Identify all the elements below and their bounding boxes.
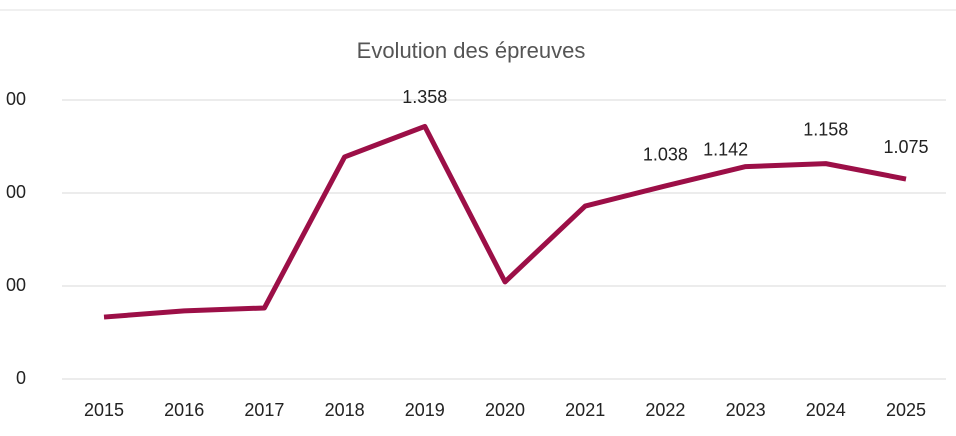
x-tick-label: 2024 [806, 400, 846, 420]
data-label: 1.358 [402, 87, 447, 107]
x-tick-label: 2016 [164, 400, 204, 420]
x-tick-label: 2015 [84, 400, 124, 420]
line [103, 123, 907, 320]
x-tick-label: 2022 [645, 400, 685, 420]
chart-title: Evolution des épreuves [357, 38, 586, 63]
data-label: 1.158 [803, 119, 848, 139]
y-tick-label: 00 [6, 89, 26, 109]
x-tick-label: 2023 [726, 400, 766, 420]
x-tick-label: 2021 [565, 400, 605, 420]
y-tick-label: 00 [6, 275, 26, 295]
x-tick-label: 2018 [325, 400, 365, 420]
y-tick-label: 0 [16, 368, 26, 388]
x-tick-label: 2017 [244, 400, 284, 420]
x-tick-label: 2020 [485, 400, 525, 420]
data-label: 1.075 [883, 137, 928, 157]
data-label: 1.038 [643, 145, 688, 165]
y-tick-label: 00 [6, 182, 26, 202]
data-label: 1.142 [703, 139, 748, 159]
x-tick-label: 2025 [886, 400, 926, 420]
x-tick-label: 2019 [405, 400, 445, 420]
